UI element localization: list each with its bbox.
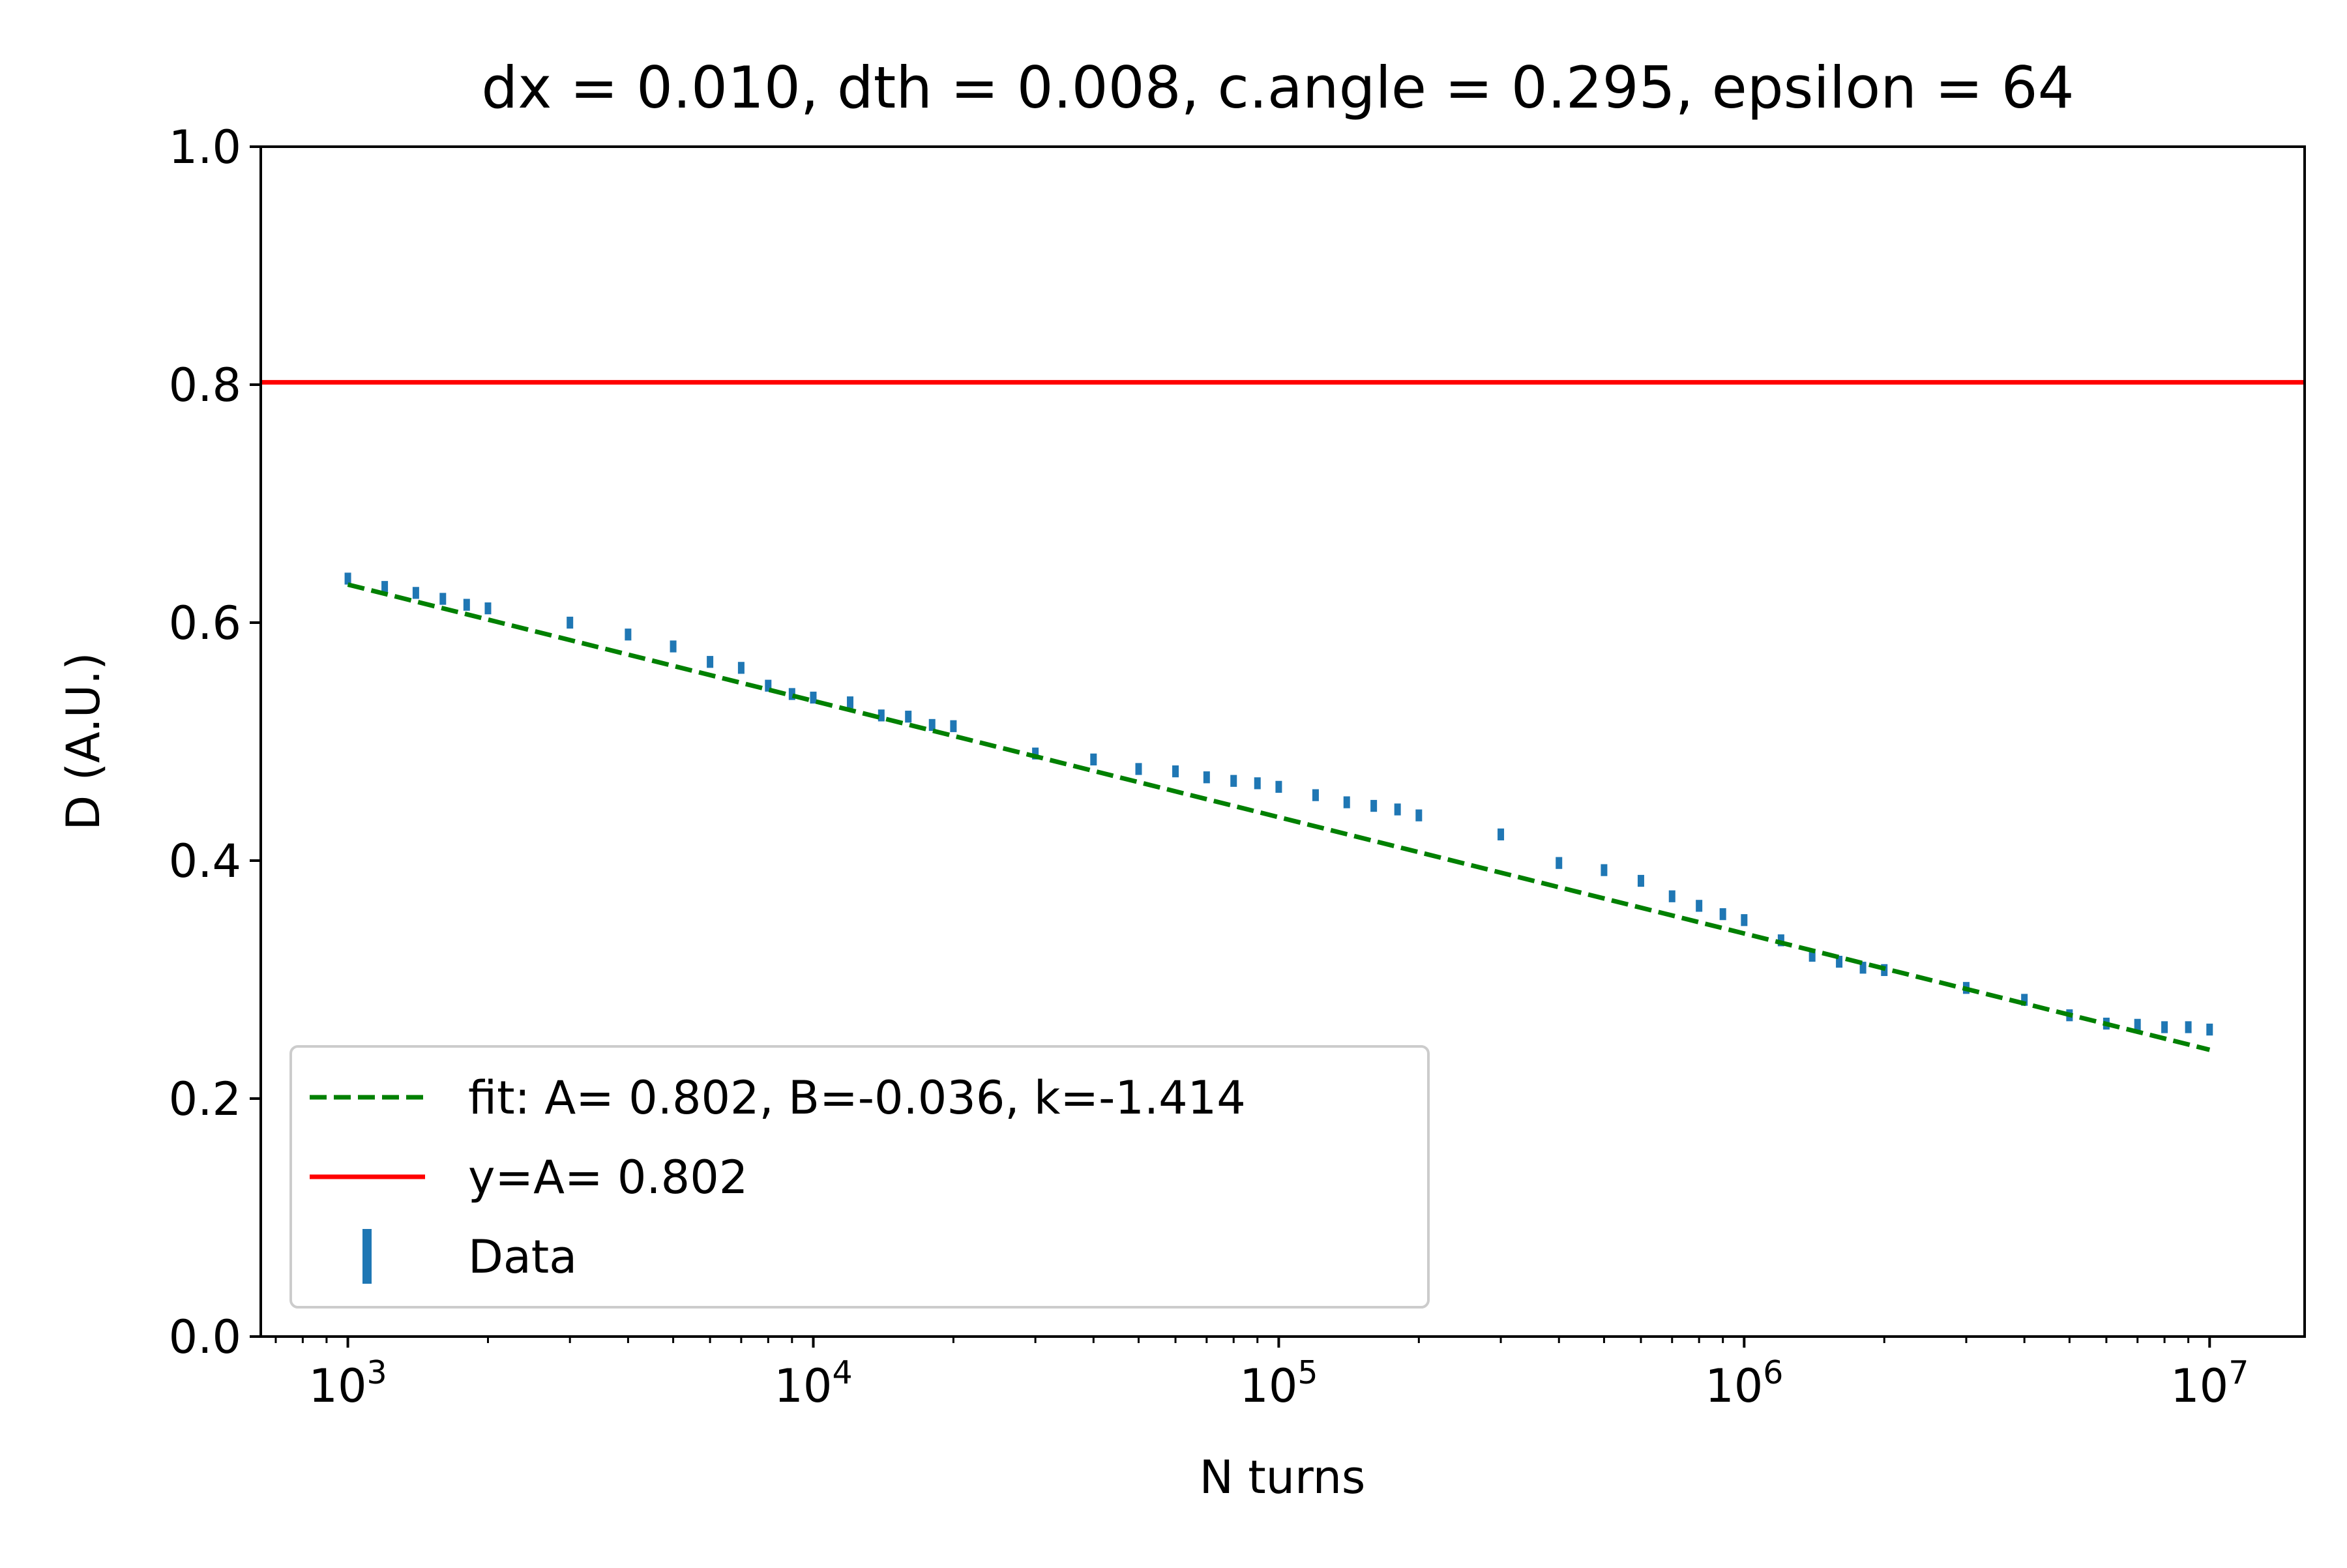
- y-tick-label: 0.8: [169, 359, 241, 412]
- y-tick-label: 0.4: [169, 835, 241, 888]
- legend-box: [289, 1045, 1430, 1309]
- legend-label: y=A= 0.802: [468, 1151, 748, 1204]
- axes-frame: [259, 145, 2306, 1338]
- fit-line: [347, 582, 2211, 1052]
- legend-label: fit: A= 0.802, B=-0.036, k=-1.414: [468, 1071, 1246, 1125]
- x-axis: 103 104 105 106 107: [274, 1337, 2249, 1413]
- legend-label: Data: [468, 1230, 577, 1284]
- y-axis: 0.0 0.2 0.4 0.6 0.8 1.0: [169, 121, 261, 1364]
- x-tick-label: 104: [774, 1354, 852, 1413]
- y-tick-label: 0.2: [169, 1072, 241, 1126]
- x-tick-label: 103: [308, 1354, 387, 1413]
- y-tick-label: 1.0: [169, 121, 241, 174]
- y-tick-label: 0.6: [169, 597, 241, 650]
- y-axis-label: D (A.U.): [57, 652, 110, 830]
- y-tick-label: 0.0: [169, 1310, 241, 1364]
- chart-title: dx = 0.010, dth = 0.008, c.angle = 0.295…: [481, 54, 2074, 121]
- legend: fit: A= 0.802, B=-0.036, k=-1.414 y=A= 0.…: [289, 1045, 1430, 1309]
- x-axis-label: N turns: [1200, 1451, 1366, 1504]
- series-layer: [261, 379, 2305, 1052]
- x-tick-label: 106: [1705, 1354, 1783, 1413]
- x-tick-label: 105: [1239, 1354, 1318, 1413]
- x-tick-label: 107: [2170, 1354, 2249, 1413]
